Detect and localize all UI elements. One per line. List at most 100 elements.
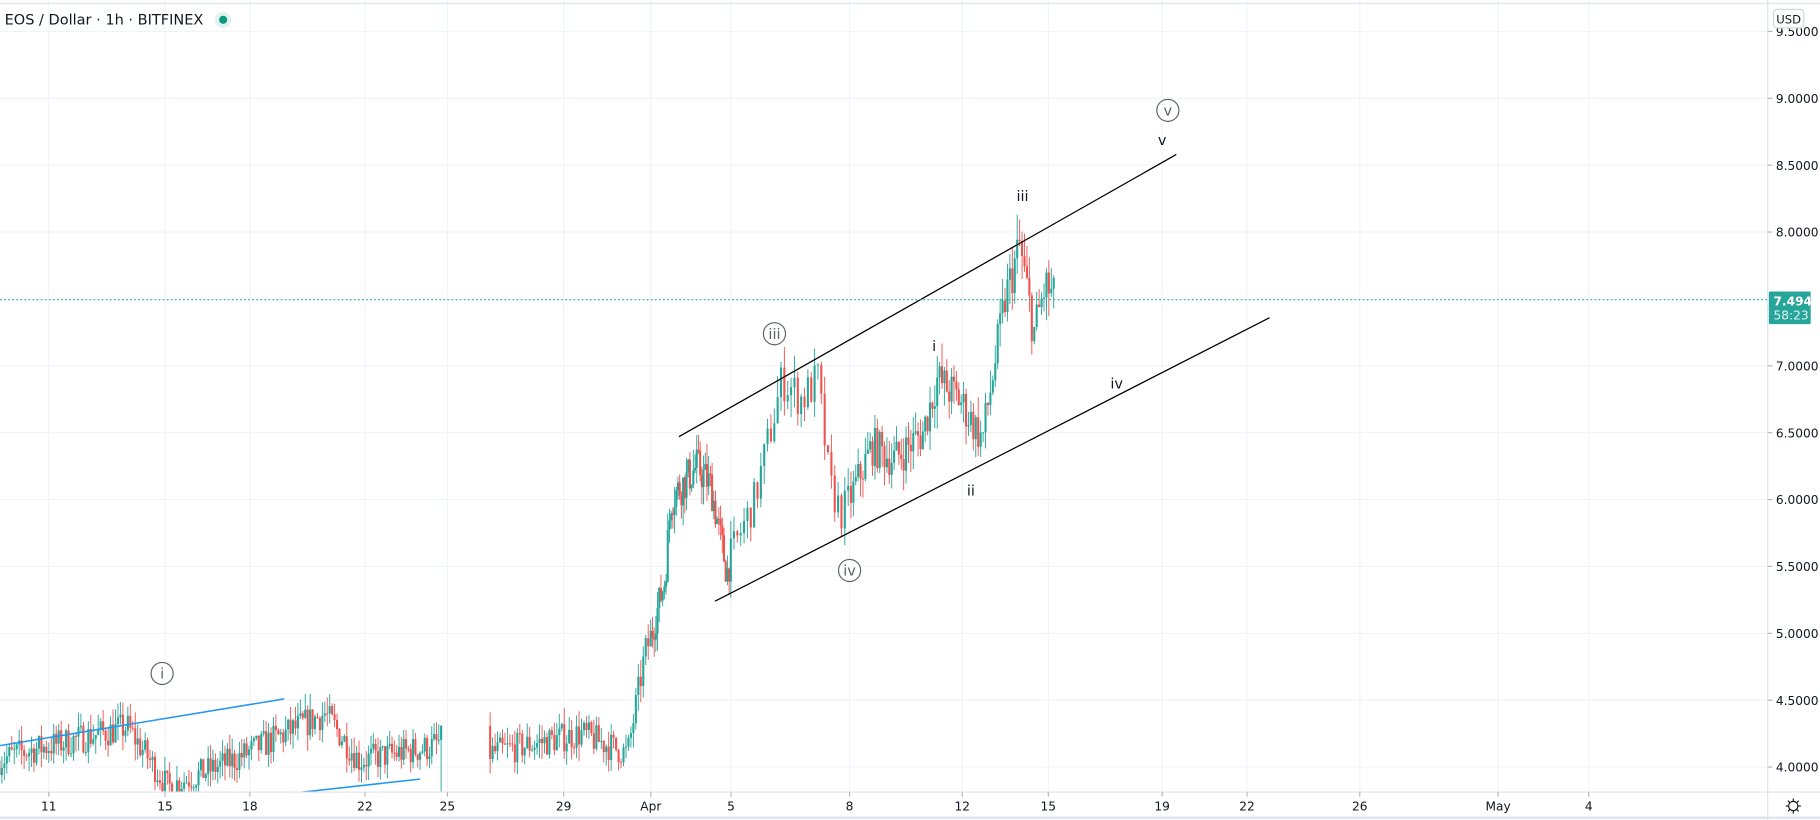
candle bbox=[491, 737, 494, 763]
candle-body bbox=[383, 746, 387, 765]
candle bbox=[372, 732, 375, 754]
candle bbox=[724, 559, 727, 582]
time-tick-label: 19 bbox=[1154, 800, 1170, 814]
candle-body bbox=[498, 737, 502, 743]
candle-body bbox=[47, 750, 50, 754]
wave-label[interactable]: i bbox=[932, 339, 936, 355]
candle-body bbox=[381, 746, 384, 748]
candle bbox=[945, 359, 948, 393]
candle-body bbox=[670, 513, 673, 521]
candle bbox=[866, 432, 869, 454]
time-axis[interactable] bbox=[0, 792, 1820, 820]
wedge-upper-trendline[interactable] bbox=[0, 698, 285, 747]
candle bbox=[153, 752, 157, 791]
channel-lower-trendline[interactable] bbox=[714, 317, 1270, 602]
candle bbox=[538, 724, 541, 759]
candle-body bbox=[952, 376, 956, 382]
currency-button[interactable]: USD bbox=[1772, 8, 1805, 29]
time-tick-label: 5 bbox=[727, 800, 735, 814]
wave-label[interactable]: ii bbox=[967, 483, 975, 499]
candle-body bbox=[905, 437, 908, 471]
wedge-lower-trendline[interactable] bbox=[298, 778, 421, 794]
channel-upper-trendline[interactable] bbox=[678, 153, 1177, 438]
candle-body bbox=[216, 766, 219, 773]
candle-body bbox=[139, 738, 142, 756]
candle-body bbox=[1035, 304, 1038, 327]
candle-body bbox=[712, 500, 715, 512]
candle-body bbox=[810, 377, 813, 402]
candle-body bbox=[943, 370, 946, 384]
wave-label[interactable]: iii bbox=[1016, 189, 1028, 205]
candle bbox=[840, 493, 843, 538]
candle-body bbox=[158, 780, 161, 783]
candle-body bbox=[235, 768, 239, 770]
candle bbox=[661, 590, 664, 607]
candle bbox=[1052, 275, 1055, 309]
candle bbox=[909, 429, 912, 472]
candle-body bbox=[8, 747, 11, 757]
candle-body bbox=[722, 535, 726, 562]
candle bbox=[379, 739, 382, 780]
candle bbox=[528, 726, 531, 758]
market-status-icon[interactable] bbox=[215, 11, 232, 28]
candle-body bbox=[605, 746, 608, 753]
candle-body bbox=[1033, 326, 1036, 342]
candle bbox=[543, 730, 546, 754]
candle-body bbox=[30, 748, 33, 753]
candle-body bbox=[634, 694, 637, 724]
candle-body bbox=[830, 452, 833, 476]
wave-label[interactable]: v bbox=[1158, 133, 1167, 149]
candle-body bbox=[1013, 258, 1016, 294]
wave-label-circled[interactable]: i bbox=[150, 661, 174, 686]
candle-body bbox=[986, 402, 990, 406]
candle-body bbox=[900, 454, 903, 460]
candle bbox=[796, 371, 799, 426]
candle bbox=[773, 408, 776, 444]
gear-icon[interactable] bbox=[1785, 798, 1801, 814]
candle bbox=[776, 376, 779, 424]
candle bbox=[592, 719, 595, 755]
candle bbox=[428, 746, 431, 769]
candle-body bbox=[668, 520, 671, 530]
candle bbox=[494, 733, 497, 755]
candle-body bbox=[876, 427, 879, 469]
candle bbox=[190, 771, 193, 796]
candle-body bbox=[126, 715, 129, 731]
candle bbox=[873, 414, 876, 480]
wave-label[interactable]: iv bbox=[1110, 376, 1123, 392]
wave-label-circled[interactable]: v bbox=[1156, 98, 1180, 122]
candle-body bbox=[864, 453, 867, 480]
candle bbox=[397, 734, 401, 762]
price-tick-label: 4.5000 bbox=[1776, 694, 1819, 708]
candle bbox=[753, 478, 756, 528]
time-tick-label: Apr bbox=[640, 800, 662, 814]
wave-label-circled[interactable]: iii bbox=[762, 322, 787, 346]
candle bbox=[274, 714, 277, 742]
time-tick-label: 26 bbox=[1352, 800, 1368, 814]
candle bbox=[414, 732, 417, 757]
price-axis[interactable] bbox=[1767, 0, 1820, 820]
candle-body bbox=[287, 719, 290, 730]
candle bbox=[69, 737, 73, 758]
candle-body bbox=[508, 743, 511, 745]
candle bbox=[0, 756, 3, 784]
candle bbox=[700, 466, 703, 504]
candle-body bbox=[592, 733, 595, 749]
wave-label-circle bbox=[150, 661, 174, 686]
price-tick-label: 9.0000 bbox=[1776, 92, 1819, 106]
candle bbox=[943, 367, 946, 406]
candle bbox=[3, 751, 6, 780]
candle bbox=[250, 735, 253, 761]
candle bbox=[595, 716, 598, 751]
candle-body bbox=[711, 474, 714, 512]
candle-body bbox=[602, 741, 605, 753]
candle-body bbox=[367, 753, 370, 767]
candle bbox=[126, 706, 129, 737]
candle-body bbox=[629, 733, 632, 738]
candle bbox=[721, 517, 724, 554]
wave-label-circled[interactable]: iv bbox=[837, 558, 862, 583]
candle-body bbox=[820, 364, 823, 394]
candle-body bbox=[69, 753, 73, 755]
candle-body bbox=[79, 725, 82, 728]
